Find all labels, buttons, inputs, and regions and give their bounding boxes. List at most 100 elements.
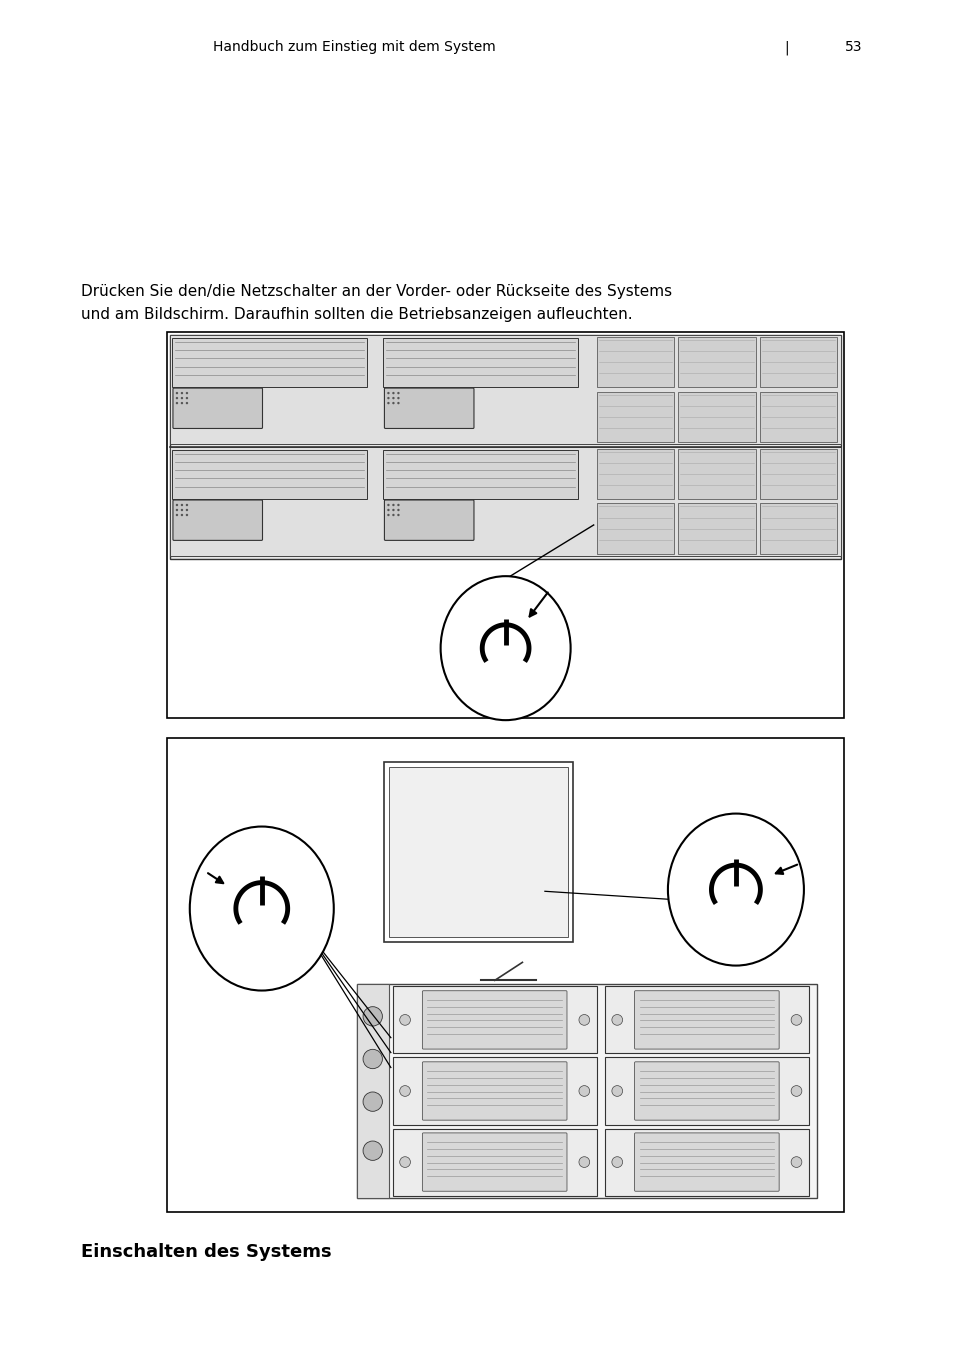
FancyBboxPatch shape [422,1062,566,1120]
FancyBboxPatch shape [172,500,262,540]
Bar [356,984,389,1198]
FancyBboxPatch shape [634,1133,779,1192]
Bar [167,332,843,718]
Circle shape [363,1049,382,1068]
FancyBboxPatch shape [422,991,566,1049]
Bar [170,334,841,559]
Circle shape [175,391,178,394]
Circle shape [790,1014,801,1025]
FancyBboxPatch shape [422,1133,566,1192]
Bar [393,1128,596,1196]
Bar [597,337,674,387]
Circle shape [387,402,389,405]
Circle shape [175,402,178,405]
Bar [678,448,755,500]
Text: Drücken Sie den/die Netzschalter an der Vorder- oder Rückseite des Systems
und a: Drücken Sie den/die Netzschalter an der … [81,284,672,321]
Circle shape [186,397,188,399]
FancyBboxPatch shape [384,389,474,428]
FancyBboxPatch shape [172,389,262,428]
Text: 53: 53 [844,41,862,54]
Circle shape [387,509,389,512]
Circle shape [396,509,399,512]
Ellipse shape [190,826,334,991]
Circle shape [363,1006,382,1026]
Text: Handbuch zum Einstieg mit dem System: Handbuch zum Einstieg mit dem System [213,41,496,54]
Bar [393,986,596,1053]
Bar [597,504,674,554]
Circle shape [611,1086,622,1097]
Circle shape [186,509,188,512]
Bar [759,504,837,554]
Bar [388,766,568,937]
Circle shape [396,391,399,394]
Circle shape [363,1141,382,1160]
Bar [383,337,578,387]
Circle shape [396,402,399,405]
Bar [597,391,674,441]
Bar [172,337,366,387]
Circle shape [399,1014,410,1025]
Bar [678,391,755,441]
Circle shape [175,509,178,512]
Circle shape [175,513,178,516]
Bar [170,447,841,556]
Circle shape [363,1091,382,1112]
Circle shape [392,504,395,506]
FancyBboxPatch shape [634,1062,779,1120]
Circle shape [387,513,389,516]
Bar [597,448,674,500]
Bar [678,337,755,387]
Bar [383,761,573,942]
Bar [172,450,366,500]
Circle shape [578,1014,589,1025]
Bar [759,448,837,500]
Circle shape [396,513,399,516]
Bar [356,984,817,1198]
Circle shape [392,509,395,512]
Circle shape [578,1156,589,1167]
Text: Einschalten des Systems: Einschalten des Systems [81,1243,332,1261]
Bar [604,1057,808,1125]
Ellipse shape [440,577,570,720]
Bar [759,337,837,387]
Bar [678,504,755,554]
FancyBboxPatch shape [634,991,779,1049]
Circle shape [399,1086,410,1097]
Bar [604,986,808,1053]
Circle shape [180,509,183,512]
Circle shape [186,402,188,405]
Circle shape [392,402,395,405]
Circle shape [396,397,399,399]
Circle shape [180,504,183,506]
Circle shape [186,391,188,394]
Bar [759,391,837,441]
Circle shape [399,1156,410,1167]
Circle shape [387,504,389,506]
Bar [170,334,841,444]
Circle shape [611,1014,622,1025]
Circle shape [578,1086,589,1097]
Circle shape [790,1156,801,1167]
Circle shape [175,397,178,399]
Ellipse shape [667,814,803,965]
Circle shape [180,397,183,399]
Circle shape [387,391,389,394]
Circle shape [392,391,395,394]
Bar [393,1057,596,1125]
Circle shape [180,402,183,405]
Circle shape [392,513,395,516]
Circle shape [180,391,183,394]
Circle shape [392,397,395,399]
Circle shape [790,1086,801,1097]
Circle shape [396,504,399,506]
FancyBboxPatch shape [384,500,474,540]
Text: |: | [784,41,788,54]
Circle shape [387,397,389,399]
Circle shape [186,513,188,516]
Bar [604,1128,808,1196]
Circle shape [611,1156,622,1167]
Circle shape [175,504,178,506]
Bar [383,450,578,500]
Bar [167,738,843,1212]
Circle shape [186,504,188,506]
